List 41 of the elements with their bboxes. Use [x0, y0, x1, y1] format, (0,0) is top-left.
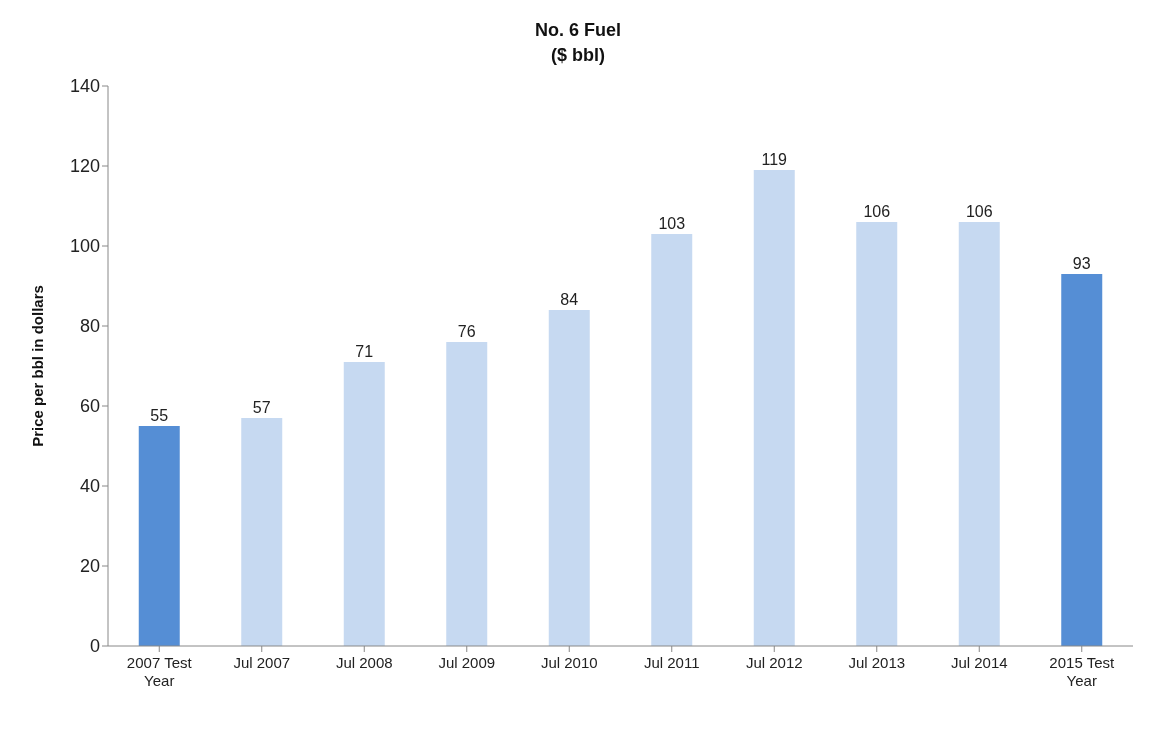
y-tick-label: 140	[69, 76, 100, 97]
x-tick-label: 2015 Test Year	[1049, 654, 1115, 689]
bar	[856, 222, 898, 646]
y-tick-label: 100	[69, 236, 100, 257]
y-tick-label: 40	[79, 476, 100, 497]
x-tick-label: 2007 Test Year	[126, 654, 193, 689]
y-tick-label: 0	[89, 636, 100, 657]
bar	[241, 418, 283, 646]
bar	[548, 310, 590, 646]
bar	[1061, 274, 1103, 646]
data-label: 84	[560, 291, 579, 308]
x-tick-label: Jul 2010	[540, 654, 598, 671]
x-tick-label: Jul 2008	[335, 654, 393, 671]
bar	[138, 426, 180, 646]
y-tick-label: 60	[79, 396, 100, 417]
data-label: 103	[658, 215, 686, 232]
data-label: 55	[150, 407, 169, 424]
data-label: 106	[863, 203, 891, 220]
y-tick-label: 120	[69, 156, 100, 177]
y-tick-label: 80	[79, 316, 100, 337]
data-label: 71	[355, 343, 374, 360]
bar	[651, 234, 693, 646]
data-label: 76	[457, 323, 476, 340]
chart-title: No. 6 Fuel	[534, 20, 622, 41]
x-tick-label: Jul 2014	[950, 654, 1008, 671]
bar	[753, 170, 795, 646]
data-label: 106	[965, 203, 993, 220]
bar	[343, 362, 385, 646]
y-tick-label: 20	[79, 556, 100, 577]
chart-subtitle: ($ bbl)	[550, 45, 606, 66]
bar	[446, 342, 488, 646]
x-tick-label: Jul 2012	[745, 654, 803, 671]
bar	[958, 222, 1000, 646]
y-axis-title: Price per bbl in dollars	[29, 285, 47, 447]
x-tick-label: Jul 2011	[643, 654, 700, 671]
data-label: 57	[252, 399, 271, 416]
x-tick-label: Jul 2007	[233, 654, 291, 671]
x-tick-label: Jul 2009	[438, 654, 496, 671]
x-tick-label: Jul 2013	[848, 654, 906, 671]
data-label: 119	[761, 151, 788, 168]
data-label: 93	[1072, 255, 1091, 272]
